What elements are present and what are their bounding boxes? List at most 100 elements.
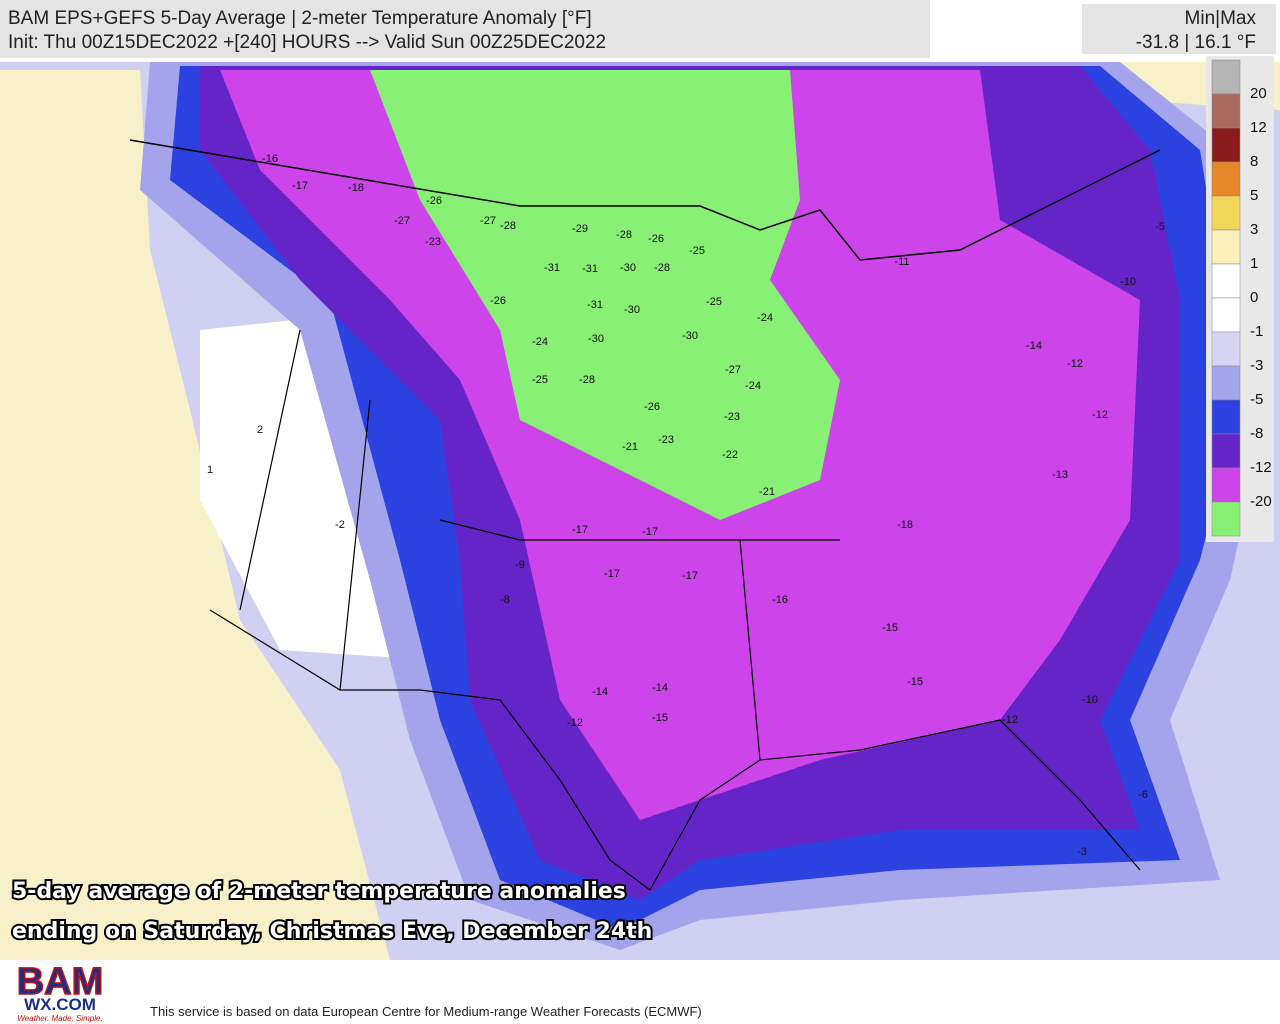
legend-swatch (1211, 263, 1241, 299)
contour-label: -24 (745, 380, 761, 392)
state-lines (209, 329, 1141, 891)
contour-label: -23 (724, 411, 740, 423)
legend-tick-label: -12 (1250, 459, 1272, 476)
legend-swatch (1211, 229, 1241, 265)
contour-label: -12 (567, 717, 583, 729)
legend-swatch (1211, 127, 1241, 163)
legend-tick-label: 5 (1250, 187, 1258, 204)
contour-label: -27 (394, 215, 410, 227)
legend-tick-label: -20 (1250, 493, 1272, 510)
contour-label: -30 (588, 333, 604, 345)
logo-mid: WX.COM (24, 995, 96, 1014)
contour-label: -25 (689, 245, 705, 257)
legend-tick-label: 0 (1250, 289, 1258, 306)
contour-label: -21 (759, 486, 775, 498)
border-line (129, 139, 1161, 261)
legend-tick-label: -8 (1250, 425, 1263, 442)
contour-label: -27 (725, 364, 741, 376)
minmax-title: Min|Max (1185, 8, 1257, 29)
legend-swatch (1211, 93, 1241, 129)
contour-label: -14 (592, 686, 608, 698)
legend-tick-label: 8 (1250, 153, 1258, 170)
contour-label: -24 (757, 312, 773, 324)
contour-label: -27 (480, 215, 496, 227)
contour-label: -10 (1120, 276, 1136, 288)
contour-label: -29 (572, 223, 588, 235)
contour-label: -23 (425, 236, 441, 248)
legend-swatch (1211, 365, 1241, 401)
legend-tick-label: -5 (1250, 391, 1263, 408)
contour-label: -15 (652, 712, 668, 724)
legend-tick-label: -1 (1250, 323, 1263, 340)
map-labels: -26-27 -28 -29 -28 -26-25-31 -31 -30 -28-26 -31-… (207, 153, 1165, 858)
contour-label: -13 (1052, 469, 1068, 481)
contour-label: -30 (620, 262, 636, 274)
contour-label: -14 (652, 682, 668, 694)
contour-label: -26 (644, 401, 660, 413)
legend-swatch (1211, 195, 1241, 231)
contour-label: -3 (1077, 846, 1087, 858)
contour-label: -31 (587, 299, 603, 311)
contour-label: -17 (292, 180, 308, 192)
map (0, 62, 1280, 960)
contour-label: -8 (500, 594, 510, 606)
contour-label: -30 (682, 330, 698, 342)
legend-tick-label: 1 (1250, 255, 1258, 272)
contour-label: -22 (722, 449, 738, 461)
subtitle: Init: Thu 00Z15DEC2022 +[240] HOURS --> … (8, 32, 606, 53)
contour-label: -17 (642, 526, 658, 538)
contour-label: -16 (772, 594, 788, 606)
contour-label: -26 (490, 295, 506, 307)
caption-line: 5-day average of 2-meter temperature ano… (12, 879, 626, 904)
contour-label: -26 (648, 233, 664, 245)
contour-label: -5 (1155, 221, 1165, 233)
contour-label: -10 (1082, 694, 1098, 706)
contour-label: -16 (262, 153, 278, 165)
contour-label: -28 (616, 229, 632, 241)
logo-top: BAM (17, 961, 104, 1003)
contour-label: -17 (604, 568, 620, 580)
contour-label: -6 (1138, 789, 1148, 801)
contour-label: -30 (624, 304, 640, 316)
contour-label: -25 (532, 374, 548, 386)
contour-label: 2 (257, 424, 263, 436)
legend-tick-label: 3 (1250, 221, 1258, 238)
minmax-box (1082, 4, 1276, 54)
logo-tag: Weather. Made. Simple. (17, 1014, 102, 1023)
contour-label: -14 (1026, 340, 1042, 352)
contour-label: -24 (532, 336, 548, 348)
legend-swatch (1211, 433, 1241, 469)
caption-line: ending on Saturday, Christmas Eve, Decem… (12, 919, 652, 944)
contour-label: -15 (882, 622, 898, 634)
contour-label: -18 (348, 182, 364, 194)
contour-label: -17 (682, 570, 698, 582)
contour-label: -26 (426, 195, 442, 207)
contour-label: -28 (500, 220, 516, 232)
legend-swatch (1211, 399, 1241, 435)
legend-swatch (1211, 501, 1241, 537)
contour-label: -17 (572, 524, 588, 536)
legend-tick-label: 12 (1250, 119, 1267, 136)
legend-swatch (1211, 59, 1241, 95)
anomaly-band-20 (370, 70, 840, 520)
legend: 20 12 8 5 3 1 0 -1 -3 -5 -8 -12 -20 (1211, 59, 1272, 537)
contour-label: -23 (658, 434, 674, 446)
legend-tick-label: -3 (1250, 357, 1263, 374)
contour-label: -31 (544, 262, 560, 274)
contour-label: -15 (907, 676, 923, 688)
legend-swatch (1211, 297, 1241, 333)
header-box (0, 0, 930, 58)
west-anomaly-area (0, 70, 390, 960)
footer-note: This service is based on data European C… (150, 1004, 702, 1019)
contour-label: 1 (207, 464, 213, 476)
legend-swatch (1211, 331, 1241, 367)
legend-tick-label: 20 (1250, 85, 1267, 102)
legend-swatch (1211, 161, 1241, 197)
contour-label: -28 (579, 374, 595, 386)
contour-label: -28 (654, 262, 670, 274)
contour-label: -9 (515, 559, 525, 571)
footer (0, 960, 1280, 1024)
title: BAM EPS+GEFS 5-Day Average | 2-meter Tem… (8, 8, 592, 29)
